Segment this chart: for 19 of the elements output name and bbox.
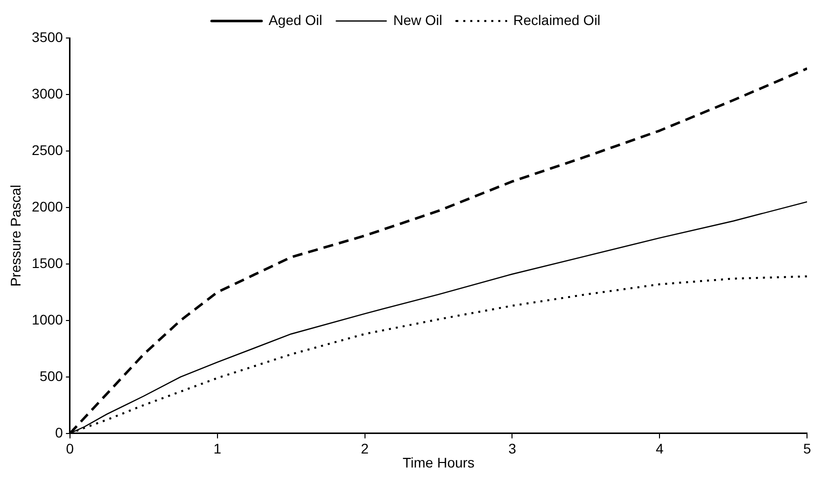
y-tick-label: 500	[40, 368, 64, 384]
legend-label: New Oil	[393, 12, 442, 28]
y-tick-label: 3500	[32, 28, 64, 45]
x-tick-label: 4	[656, 440, 664, 457]
x-tick-label: 3	[508, 440, 516, 457]
y-axis-title: Pressure Pascal	[7, 184, 24, 287]
legend-label: Aged Oil	[268, 12, 322, 28]
x-tick-label: 1	[213, 440, 222, 457]
x-tick-label: 2	[360, 440, 369, 457]
x-axis-title: Time Hours	[402, 454, 474, 470]
y-tick-label: 3000	[32, 85, 64, 102]
y-tick-label: 2500	[32, 142, 64, 158]
x-tick-label: 5	[803, 440, 812, 457]
legend-label: Reclaimed Oil	[513, 12, 600, 28]
y-tick-label: 1500	[32, 254, 64, 271]
y-tick-label: 2000	[32, 198, 64, 214]
y-tick-label: 0	[55, 424, 64, 440]
y-tick-label: 1000	[32, 311, 64, 328]
x-tick-label: 0	[66, 440, 74, 457]
